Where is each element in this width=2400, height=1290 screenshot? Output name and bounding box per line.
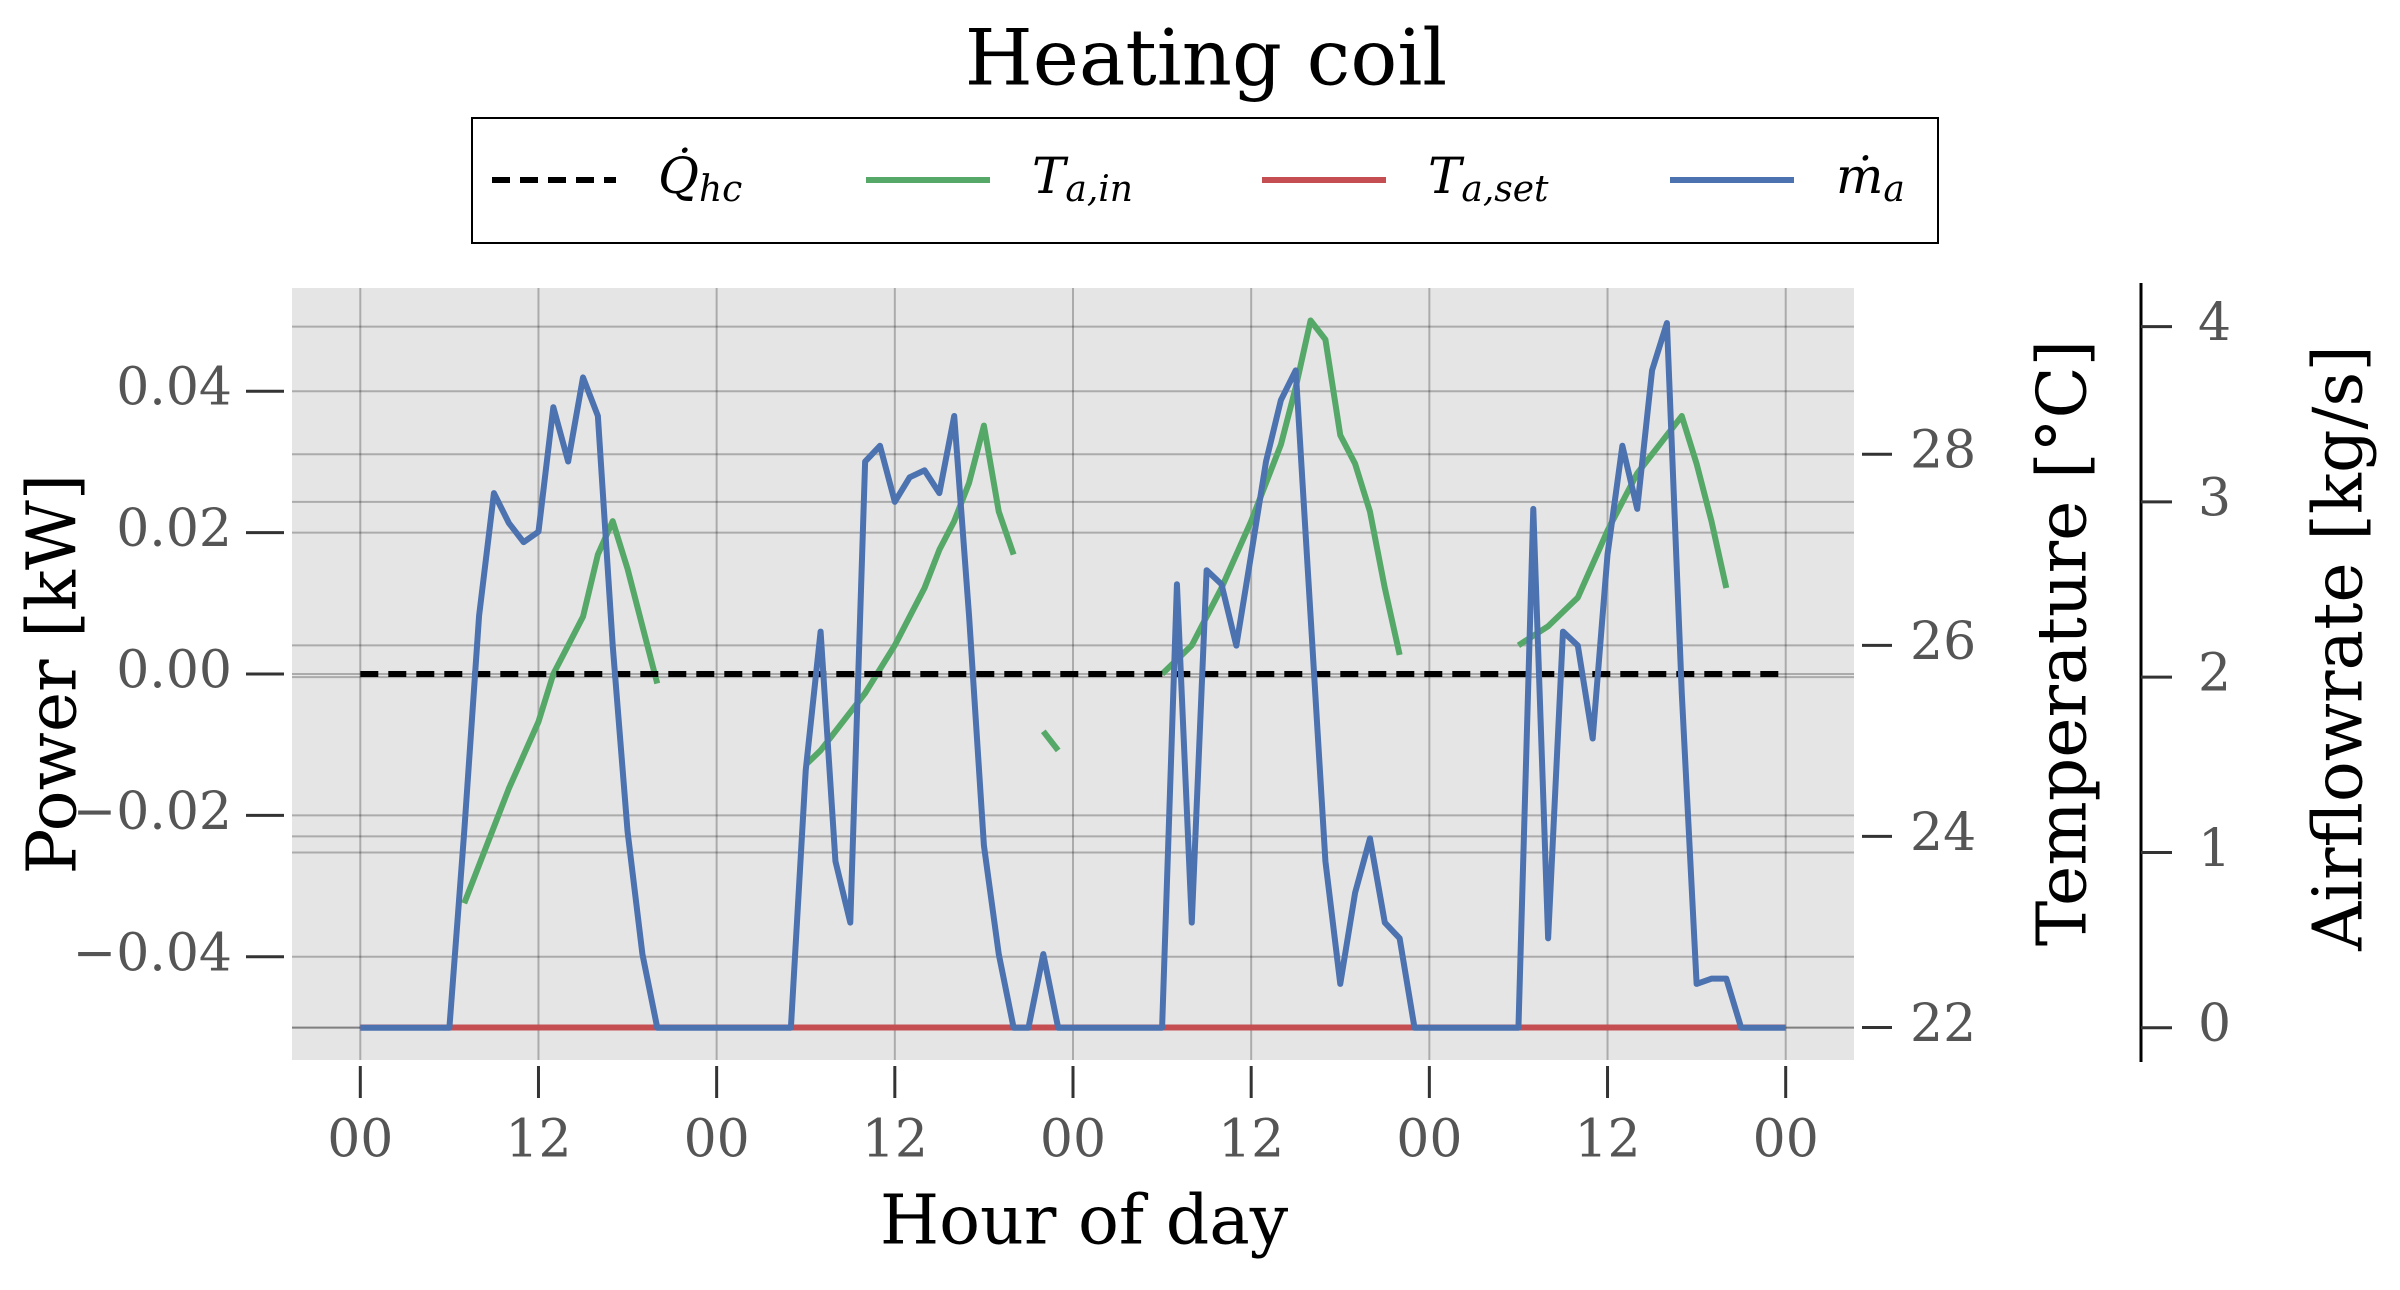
x-tick-label: 00 <box>1396 1110 1462 1170</box>
y2-tick-label: 22 <box>1910 994 1976 1054</box>
x-tick-label: 00 <box>1753 1110 1819 1170</box>
y-tick-label: 0.02 <box>116 499 232 559</box>
legend-label: Ta,set <box>1428 147 1549 210</box>
x-tick-label: 00 <box>327 1110 393 1170</box>
x-tick-label: 12 <box>1218 1110 1284 1170</box>
y3-tick-label: 3 <box>2198 468 2231 528</box>
x-tick-label: 12 <box>505 1110 571 1170</box>
y-tick-label: 0.04 <box>116 358 232 418</box>
y-tick-label: 0.00 <box>116 641 232 701</box>
y3-tick-label: 4 <box>2198 293 2231 353</box>
y2-tick-label: 24 <box>1910 803 1976 863</box>
y3-tick-label: 2 <box>2198 644 2231 704</box>
x-axis-label: Hour of day <box>880 1182 1289 1261</box>
x-tick-label: 12 <box>862 1110 928 1170</box>
x-tick-label: 00 <box>1040 1110 1106 1170</box>
y2-tick-label: 28 <box>1910 421 1976 481</box>
y-axis-label: Power [kW] <box>14 474 93 875</box>
y3-tick-label: 0 <box>2198 994 2231 1054</box>
x-tick-label: 00 <box>684 1110 750 1170</box>
legend-label: Ta,in <box>1032 147 1133 210</box>
legend-label: ṁa <box>1836 147 1905 210</box>
y2-axis-label: Temperature [°C] <box>2024 340 2103 946</box>
legend-label: Q̇hc <box>658 146 742 210</box>
y2-tick-label: 26 <box>1910 612 1976 672</box>
y-tick-label: −0.04 <box>73 923 232 983</box>
y3-tick-label: 1 <box>2198 819 2231 879</box>
y3-axis-label: Airflowrate [kg/s] <box>2300 345 2379 952</box>
series-line <box>360 320 1786 1031</box>
chart-title: Heating coil <box>965 14 1447 104</box>
x-tick-label: 12 <box>1574 1110 1640 1170</box>
series-line <box>461 317 1730 905</box>
y-tick-label: −0.02 <box>73 782 232 842</box>
